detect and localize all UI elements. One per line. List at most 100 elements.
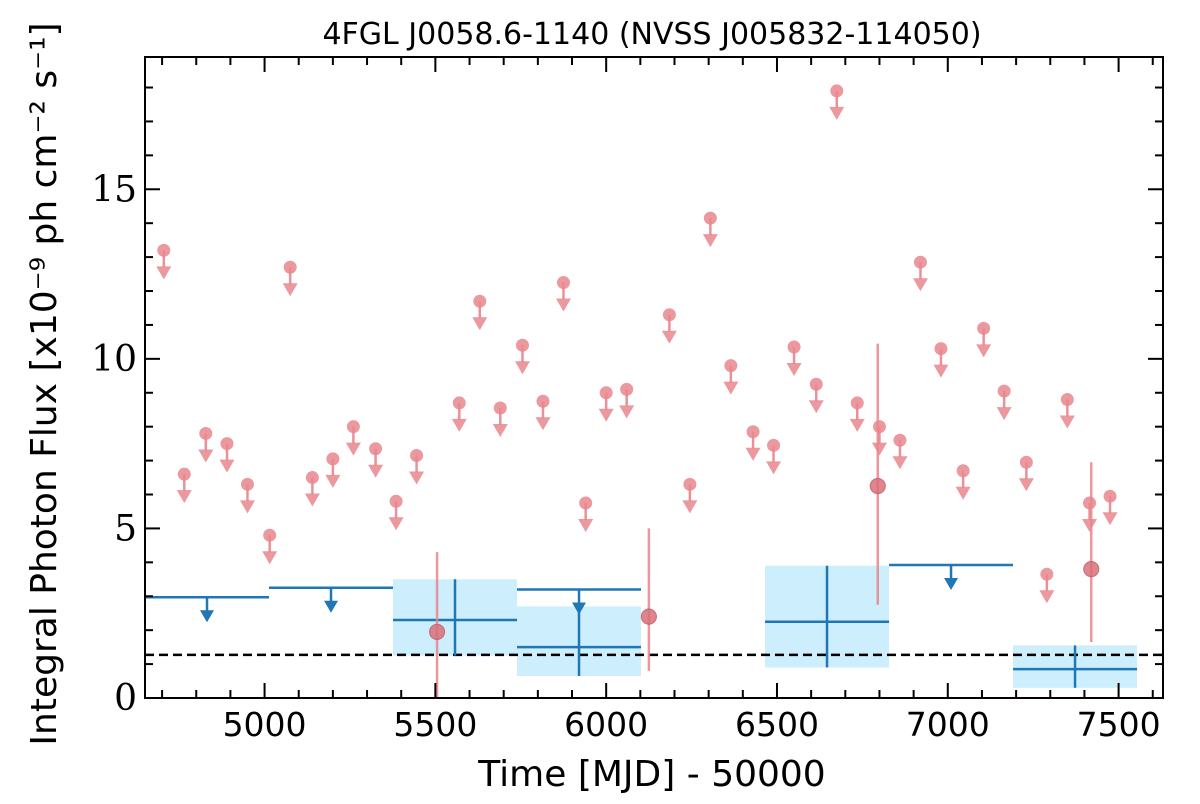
fine-upper-limit-arrow [409,471,425,485]
fine-upper-limit-point [977,321,991,335]
fine-upper-limit-arrow [1059,415,1075,429]
fine-upper-limit-point [850,396,864,410]
fine-upper-limit-arrow [388,517,404,531]
fine-upper-limit-point [536,394,550,408]
fine-upper-limit-point [1040,567,1054,581]
fine-upper-limit-point [240,477,254,491]
fine-upper-limit-point [767,438,781,452]
fine-upper-limit-point [326,452,340,466]
fine-upper-limit-point [305,471,319,485]
fine-upper-limit-point [662,308,676,322]
fine-upper-limit-arrow [976,344,992,358]
x-tick-label: 7000 [906,705,990,744]
fine-upper-limit-arrow [808,400,824,414]
coarse-bin-markers [145,563,1138,688]
coarse-upper-limit-arrow [200,610,215,623]
fine-upper-limit-point [473,294,487,308]
fine-upper-limit-point [493,401,507,415]
fine-bin-markers [156,84,1118,698]
y-tick-label: 15 [91,169,137,210]
fine-upper-limit-point [1019,455,1033,469]
x-tick-label: 7500 [1077,705,1161,744]
fine-upper-limit-arrow [892,456,908,470]
x-tick-label: 6500 [735,705,819,744]
fine-upper-limit-point [809,377,823,391]
fine-upper-limit-arrow [1039,590,1055,604]
x-tick-label: 5000 [223,705,307,744]
fine-upper-limit-arrow [1102,512,1118,526]
fine-upper-limit-point [703,211,717,225]
fine-upper-limit-arrow [766,461,782,475]
fine-upper-limit-point [579,496,593,510]
axis-ticks: 5000 5500 6000 6500 7000 7500 0 5 10 15 [91,57,1163,744]
fine-upper-limit-arrow [176,490,192,504]
fine-upper-limit-point [599,386,613,400]
fine-detection-point [1083,561,1100,578]
y-tick-label: 5 [114,508,137,549]
fine-upper-limit-point [199,426,213,440]
fine-upper-limit-point [956,464,970,478]
fine-upper-limit-arrow [451,418,467,432]
y-tick-label: 0 [114,678,137,719]
fine-upper-limit-arrow [786,362,802,376]
fine-upper-limit-point [830,84,844,98]
chart-title: 4FGL J0058.6-1140 (NVSS J005832-114050) [322,17,981,52]
fine-upper-limit-point [787,340,801,354]
fine-upper-limit-arrow [955,486,971,500]
fine-upper-limit-point [1060,393,1074,407]
fine-upper-limit-point [515,338,529,352]
plot-frame [144,56,1164,699]
fine-upper-limit-arrow [156,266,172,280]
fine-upper-limit-arrow [282,283,298,297]
fine-upper-limit-arrow [325,474,341,488]
fine-detection-point [640,608,657,625]
fine-upper-limit-arrow [745,447,761,461]
fine-upper-limit-arrow [619,405,635,419]
fine-detection-point [428,623,446,640]
fine-upper-limit-point [556,276,570,290]
fine-upper-limit-arrow [912,278,928,292]
fine-upper-limit-arrow [933,364,949,378]
fine-upper-limit-arrow [368,464,384,478]
fine-upper-limit-point [177,467,191,481]
fine-upper-limit-point [872,420,886,434]
y-tick-label: 10 [91,339,137,380]
fine-upper-limit-arrow [262,551,278,565]
fine-upper-limit-point [620,382,634,396]
fine-upper-limit-point [220,437,234,451]
fine-upper-limit-arrow [1018,478,1034,492]
fine-upper-limit-arrow [682,500,698,514]
fine-upper-limit-arrow [871,442,887,456]
fine-upper-limit-point [410,449,424,463]
fine-upper-limit-point [1083,496,1097,510]
fine-upper-limit-point [746,425,760,439]
fine-upper-limit-point [724,359,738,373]
fine-upper-limit-point [1103,489,1117,503]
fine-upper-limit-arrow [578,518,594,532]
fine-upper-limit-arrow [239,500,255,514]
fine-upper-limit-point [913,255,927,269]
fine-upper-limit-arrow [198,449,214,463]
fine-upper-limit-arrow [849,418,865,432]
fine-upper-limit-arrow [702,234,718,248]
fine-upper-limit-point [263,528,277,542]
fine-upper-limit-point [389,494,403,508]
x-tick-label: 6000 [564,705,648,744]
fine-upper-limit-point [934,342,948,356]
fine-upper-limit-arrow [723,381,739,395]
fine-upper-limit-arrow [514,361,530,375]
fine-upper-limit-arrow [661,330,677,344]
coarse-upper-limit-arrow [572,602,587,615]
fine-upper-limit-arrow [304,493,320,507]
y-axis-label: Integral Photon Flux [x10⁻⁹ ph cm⁻² s⁻¹] [24,22,65,745]
fine-upper-limit-arrow [345,442,361,456]
fine-upper-limit-arrow [598,408,614,422]
fine-upper-limit-point [157,243,171,257]
fine-detection-point [869,477,886,495]
fine-upper-limit-arrow [555,298,571,312]
coarse-upper-limit-arrow [324,600,339,613]
fine-upper-limit-point [283,260,297,274]
x-tick-label: 5500 [393,705,477,744]
